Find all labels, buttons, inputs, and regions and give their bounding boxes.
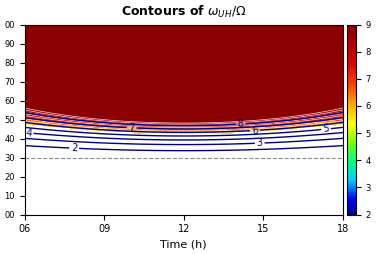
Text: 8: 8	[237, 119, 244, 129]
Text: 5: 5	[322, 124, 329, 134]
X-axis label: Time (h): Time (h)	[160, 240, 207, 250]
Text: 3: 3	[256, 138, 263, 148]
Text: 7: 7	[128, 123, 135, 133]
Text: 4: 4	[25, 128, 32, 138]
Text: 6: 6	[252, 125, 258, 136]
Title: Contours of $\omega_{UH}/\Omega$: Contours of $\omega_{UH}/\Omega$	[121, 4, 247, 20]
Text: 2: 2	[71, 143, 78, 153]
